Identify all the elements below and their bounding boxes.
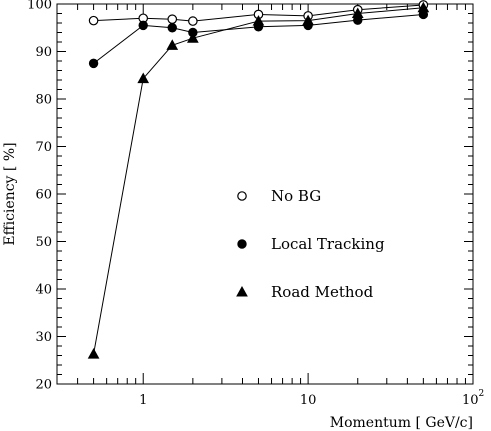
plot-frame: [56, 3, 474, 385]
data-point-road-method: [351, 7, 364, 18]
x-tick-label-superscript: 2: [479, 389, 485, 399]
data-point-road-method: [417, 1, 430, 13]
x-tick-label: 10: [300, 393, 317, 408]
data-point-no-bg: [88, 15, 99, 26]
data-point-road-method: [87, 348, 100, 359]
legend-marker-no-bg: [237, 191, 247, 201]
x-tick-label: 1: [139, 393, 147, 408]
data-point-no-bg: [167, 14, 178, 25]
y-tick-label: 30: [35, 330, 52, 345]
y-axis-title: Efficiency [ %]: [2, 142, 18, 245]
series-markers: [87, 0, 430, 359]
y-tick-label: 70: [35, 140, 52, 155]
data-point-road-method: [302, 14, 314, 26]
series-line-no-bg: [93, 4, 424, 22]
data-point-local-tracking: [88, 58, 99, 69]
y-tick-label: 20: [35, 378, 52, 393]
y-tick-label: 50: [35, 235, 52, 250]
y-tick-label: 90: [35, 45, 52, 60]
data-point-road-method: [137, 72, 150, 84]
y-tick-label: 60: [35, 188, 52, 203]
y-tick-label: 80: [35, 93, 52, 108]
legend-marker-local-tracking: [237, 239, 247, 249]
y-tick-label: 100: [27, 0, 52, 13]
data-point-road-method: [187, 32, 199, 43]
y-tick-label: 40: [35, 283, 52, 298]
x-tick-label: 102: [462, 389, 484, 408]
x-axis-title: Momentum [ GeV/c]: [330, 415, 473, 431]
data-point-local-tracking: [167, 23, 177, 33]
legend-marker-road-method: [236, 285, 248, 297]
legend: No BG Local Tracking Road Method: [236, 187, 385, 301]
data-point-road-method: [166, 39, 179, 50]
legend-label-local-tracking: Local Tracking: [271, 235, 385, 253]
data-point-road-method: [252, 15, 265, 26]
data-point-no-bg: [188, 16, 198, 26]
series-lines: [93, 4, 424, 355]
data-point-local-tracking: [138, 20, 148, 31]
series-line-road-method: [93, 7, 424, 355]
legend-label-road-method: Road Method: [271, 283, 374, 301]
legend-label-no-bg: No BG: [271, 187, 321, 205]
